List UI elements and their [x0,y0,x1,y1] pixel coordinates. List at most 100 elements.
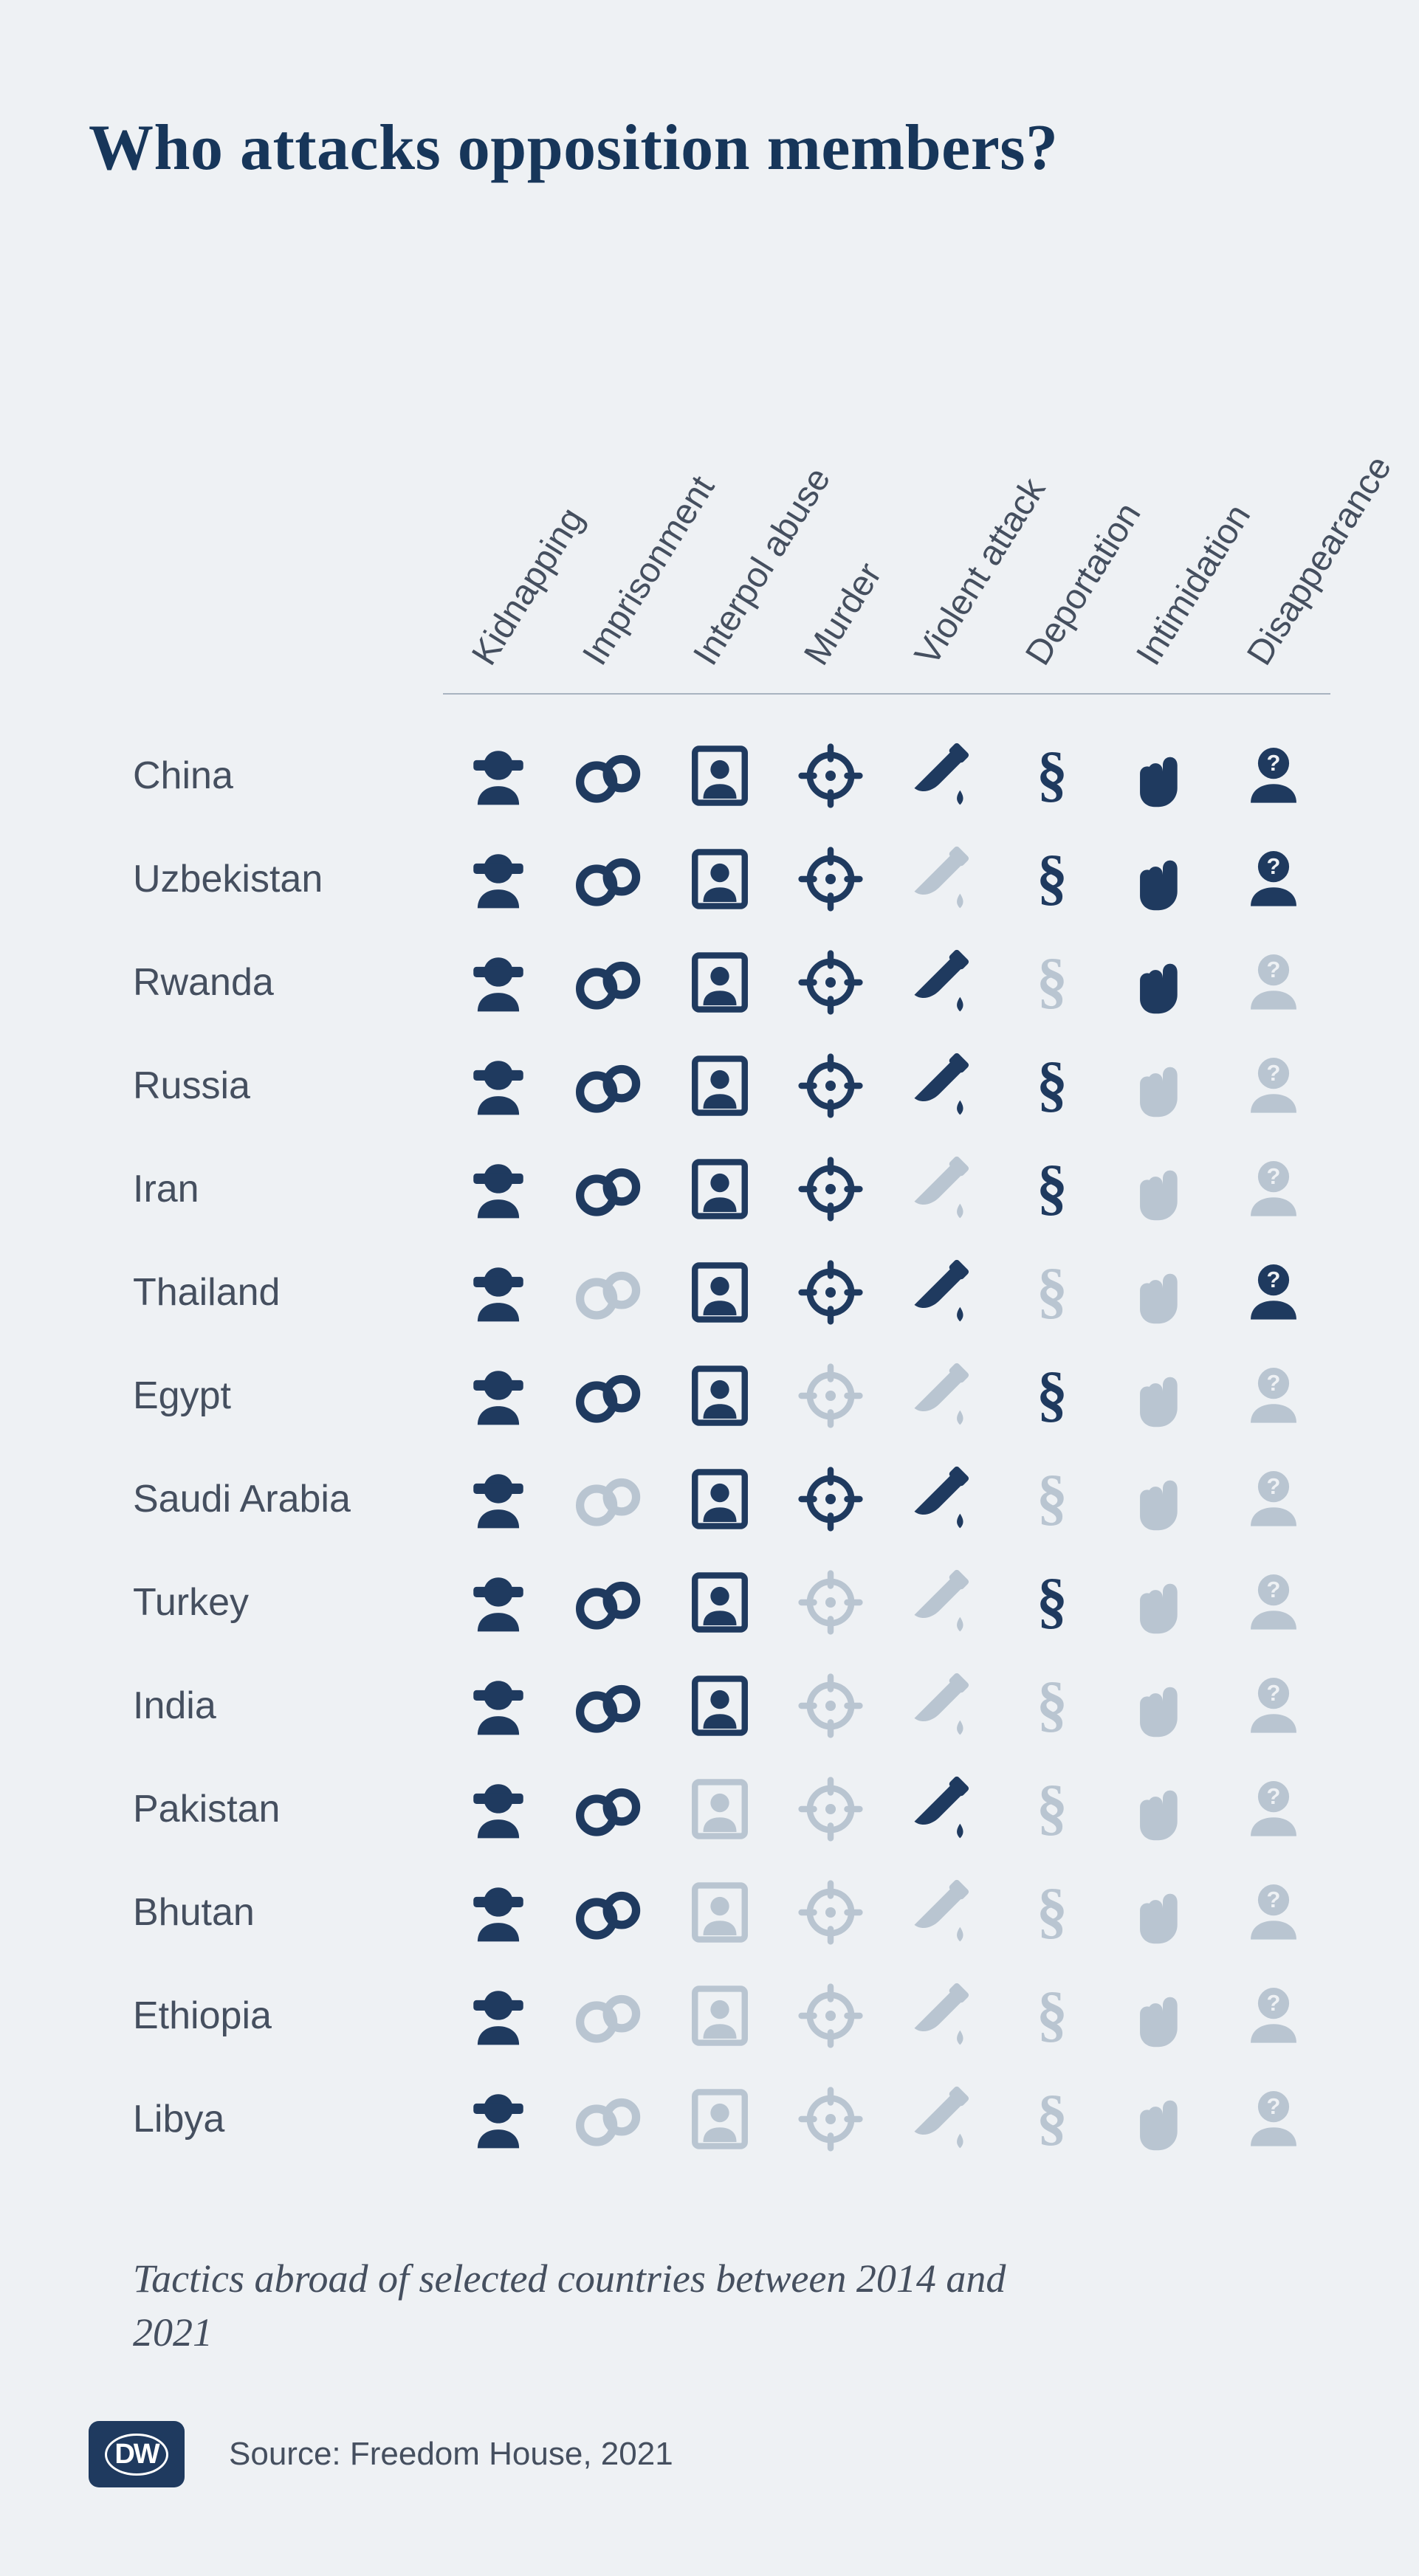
cell-deportation [997,1569,1107,1636]
table-row: China [133,724,1330,827]
target-icon [797,743,864,809]
cell-kidnapping [443,1776,554,1842]
blindfold-icon [465,2086,532,2152]
blindfold-icon [465,846,532,912]
cell-kidnapping [443,1569,554,1636]
mugshot-icon [687,743,753,809]
question_person-icon [1240,1259,1307,1326]
cell-interpol_abuse [664,1466,775,1532]
cell-violent_attack [886,1569,997,1636]
cell-disappearance [1218,1466,1329,1532]
fist-icon [1130,1776,1196,1842]
question_person-icon [1240,1983,1307,2049]
handcuffs-icon [576,846,642,912]
col-header-deportation: Deportation [997,377,1107,693]
mugshot-icon [687,1879,753,1946]
table-row: Thailand [133,1241,1330,1344]
cell-imprisonment [554,1879,664,1946]
handcuffs-icon [576,2086,642,2152]
column-headers: KidnappingImprisonmentInterpol abuseMurd… [443,377,1330,695]
cell-violent_attack [886,1466,997,1532]
cell-disappearance [1218,1156,1329,1222]
cell-imprisonment [554,1673,664,1739]
question_person-icon [1240,743,1307,809]
cell-murder [775,1156,886,1222]
cell-violent_attack [886,1053,997,1119]
table-row: Russia [133,1034,1330,1137]
knife-icon [908,1259,975,1326]
section-icon [1019,1569,1085,1636]
knife-icon [908,1879,975,1946]
cell-intimidation [1107,1156,1218,1222]
cell-kidnapping [443,846,554,912]
mugshot-icon [687,1569,753,1636]
col-header-label: Murder [796,556,890,672]
cell-murder [775,846,886,912]
target-icon [797,2086,864,2152]
question_person-icon [1240,1673,1307,1739]
dw-logo: DW [89,2421,185,2487]
fist-icon [1130,1466,1196,1532]
cell-kidnapping [443,1259,554,1326]
fist-icon [1130,1569,1196,1636]
knife-icon [908,1363,975,1429]
cell-murder [775,1879,886,1946]
knife-icon [908,1983,975,2049]
cell-deportation [997,1053,1107,1119]
cell-intimidation [1107,1363,1218,1429]
cell-disappearance [1218,1983,1329,2049]
cell-intimidation [1107,1569,1218,1636]
cell-intimidation [1107,1983,1218,2049]
question_person-icon [1240,1156,1307,1222]
fist-icon [1130,1363,1196,1429]
cell-disappearance [1218,1673,1329,1739]
cell-murder [775,1983,886,2049]
cell-kidnapping [443,1156,554,1222]
cell-deportation [997,1673,1107,1739]
mugshot-icon [687,949,753,1016]
knife-icon [908,1466,975,1532]
section-icon [1019,1879,1085,1946]
fist-icon [1130,1156,1196,1222]
cell-deportation [997,743,1107,809]
question_person-icon [1240,846,1307,912]
col-header-kidnapping: Kidnapping [443,377,554,693]
cell-violent_attack [886,1156,997,1222]
cell-imprisonment [554,1053,664,1119]
cell-kidnapping [443,1983,554,2049]
country-label: Iran [133,1167,443,1211]
section-icon [1019,1053,1085,1119]
question_person-icon [1240,1569,1307,1636]
blindfold-icon [465,1569,532,1636]
section-icon [1019,743,1085,809]
cell-murder [775,1673,886,1739]
blindfold-icon [465,1466,532,1532]
table-row: Iran [133,1137,1330,1241]
cell-intimidation [1107,1776,1218,1842]
country-label: Pakistan [133,1787,443,1831]
cell-interpol_abuse [664,1053,775,1119]
country-label: Turkey [133,1580,443,1625]
country-label: China [133,754,443,798]
cell-interpol_abuse [664,1879,775,1946]
handcuffs-icon [576,1363,642,1429]
cell-disappearance [1218,846,1329,912]
cell-imprisonment [554,1983,664,2049]
country-label: Uzbekistan [133,857,443,901]
cell-interpol_abuse [664,1983,775,2049]
cell-imprisonment [554,743,664,809]
cell-disappearance [1218,1259,1329,1326]
cell-deportation [997,1363,1107,1429]
question_person-icon [1240,2086,1307,2152]
footer: DW Source: Freedom House, 2021 [89,2421,673,2487]
section-icon [1019,1466,1085,1532]
table-row: Saudi Arabia [133,1447,1330,1551]
cell-intimidation [1107,846,1218,912]
cell-interpol_abuse [664,2086,775,2152]
country-label: Saudi Arabia [133,1477,443,1521]
question_person-icon [1240,1776,1307,1842]
cell-intimidation [1107,2086,1218,2152]
cell-imprisonment [554,1776,664,1842]
blindfold-icon [465,1673,532,1739]
target-icon [797,1466,864,1532]
